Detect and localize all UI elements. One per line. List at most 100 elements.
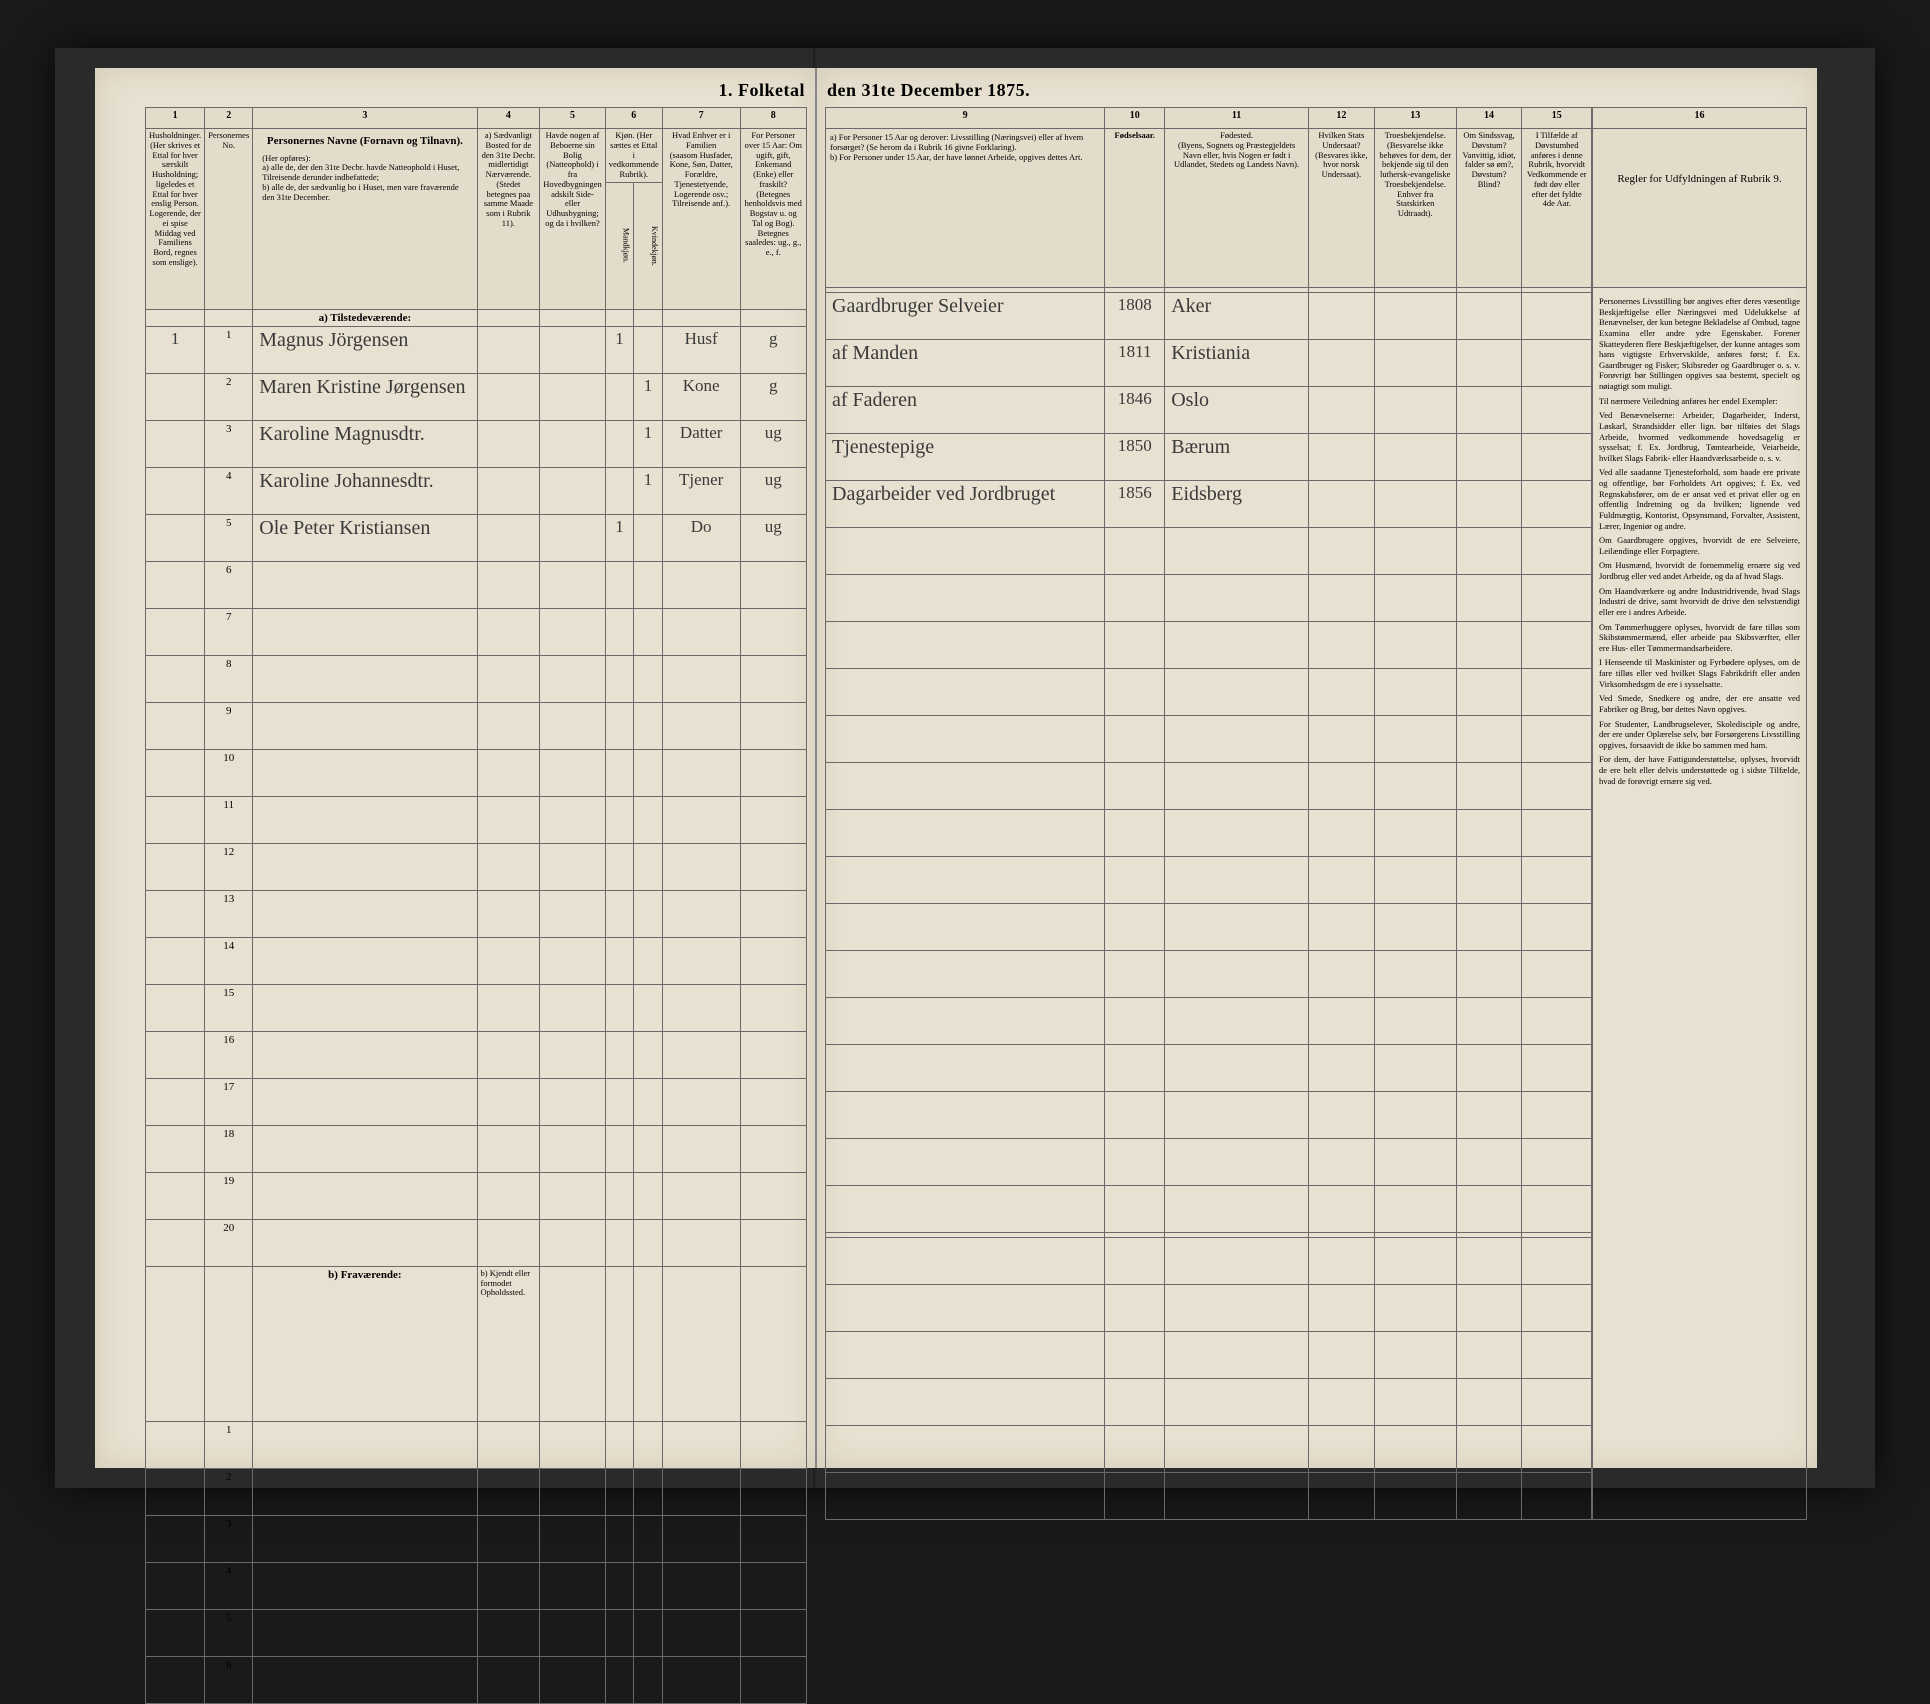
- cell: [540, 1609, 606, 1656]
- cell: [1105, 904, 1165, 951]
- cell: [1522, 1238, 1592, 1285]
- cell: [540, 309, 606, 326]
- cell: [1522, 387, 1592, 434]
- person-num: 5: [205, 1609, 253, 1656]
- colnum: 16: [1593, 108, 1807, 129]
- cell: [1105, 1332, 1165, 1379]
- cell: [1308, 528, 1374, 575]
- sex-m: [605, 420, 634, 467]
- cell: [605, 1421, 634, 1468]
- cell: [253, 561, 477, 608]
- cell: [540, 1468, 606, 1515]
- cell: [477, 984, 540, 1031]
- cell: [1374, 1473, 1456, 1520]
- cell: [1308, 1379, 1374, 1426]
- cell: [1456, 481, 1522, 528]
- sex-f: [634, 514, 663, 561]
- sex-m: 1: [605, 514, 634, 561]
- regler-paragraph: Om Gaardbrugere opgives, hvorvidt de ere…: [1599, 535, 1800, 556]
- cell: [477, 1562, 540, 1609]
- cell: [662, 749, 740, 796]
- cell: [634, 890, 663, 937]
- cell: [605, 749, 634, 796]
- cell: [740, 843, 806, 890]
- cell: [1374, 1045, 1456, 1092]
- cell: [1522, 434, 1592, 481]
- cell: [1165, 1379, 1309, 1426]
- cell: [634, 1219, 663, 1266]
- cell: [826, 1186, 1105, 1233]
- birth-year: 1808: [1105, 293, 1165, 340]
- header-c6b: Kvindekjøn.: [634, 182, 663, 309]
- cell: [1165, 669, 1309, 716]
- cell: [1456, 622, 1522, 669]
- cell: [540, 1515, 606, 1562]
- cell: [740, 1421, 806, 1468]
- cell: [146, 890, 205, 937]
- cell: [253, 1468, 477, 1515]
- cell: [1165, 1139, 1309, 1186]
- birth-year: 1811: [1105, 340, 1165, 387]
- cell: [146, 1562, 205, 1609]
- cell: [477, 1125, 540, 1172]
- cell: [605, 984, 634, 1031]
- cell: [1456, 434, 1522, 481]
- cell: [477, 1172, 540, 1219]
- cell: [1105, 1045, 1165, 1092]
- cell: [662, 890, 740, 937]
- cell: [662, 1515, 740, 1562]
- cell: [634, 1266, 663, 1421]
- person-num: 4: [205, 1562, 253, 1609]
- header-c11: Fødested. (Byens, Sognets og Præstegjeld…: [1165, 129, 1309, 288]
- header-c5: Havde nogen af Beboerne sin Bolig (Natte…: [540, 129, 606, 310]
- person-num: 1: [205, 326, 253, 373]
- regler-paragraph: Ved alle saadanne Tjenesteforhold, som b…: [1599, 467, 1800, 531]
- cell: [1456, 1426, 1522, 1473]
- cell: [540, 608, 606, 655]
- cell: [1522, 1045, 1592, 1092]
- colnum: 7: [662, 108, 740, 129]
- sex-f: 1: [634, 420, 663, 467]
- cell: [662, 1219, 740, 1266]
- cell: [740, 1515, 806, 1562]
- cell: [1105, 622, 1165, 669]
- cell: [540, 1266, 606, 1421]
- cell: [634, 1421, 663, 1468]
- cell: [146, 702, 205, 749]
- cell: [1308, 951, 1374, 998]
- cell: [826, 763, 1105, 810]
- cell: [1105, 857, 1165, 904]
- person-num: 6: [205, 561, 253, 608]
- family-pos: Do: [662, 514, 740, 561]
- cell: [146, 1656, 205, 1703]
- cell: [1522, 1139, 1592, 1186]
- cell: [540, 1031, 606, 1078]
- cell: [1374, 1285, 1456, 1332]
- cell: [146, 1031, 205, 1078]
- cell: [540, 984, 606, 1031]
- cell: [1522, 810, 1592, 857]
- cell: [540, 514, 606, 561]
- cell: [477, 309, 540, 326]
- cell: [605, 1078, 634, 1125]
- cell: [1522, 904, 1592, 951]
- cell: [740, 608, 806, 655]
- cell: [1308, 998, 1374, 1045]
- cell: [1308, 434, 1374, 481]
- cell: [740, 937, 806, 984]
- colnum: 13: [1374, 108, 1456, 129]
- cell: [1374, 1238, 1456, 1285]
- person-num: 9: [205, 702, 253, 749]
- cell: [1105, 1473, 1165, 1520]
- cell: [1165, 1473, 1309, 1520]
- birth-year: 1850: [1105, 434, 1165, 481]
- cell: [146, 984, 205, 1031]
- cell: [662, 608, 740, 655]
- person-num: 16: [205, 1031, 253, 1078]
- cell: [605, 937, 634, 984]
- cell: [605, 1609, 634, 1656]
- cell: [634, 1468, 663, 1515]
- cell: [634, 702, 663, 749]
- cell: [1374, 857, 1456, 904]
- cell: [1105, 1426, 1165, 1473]
